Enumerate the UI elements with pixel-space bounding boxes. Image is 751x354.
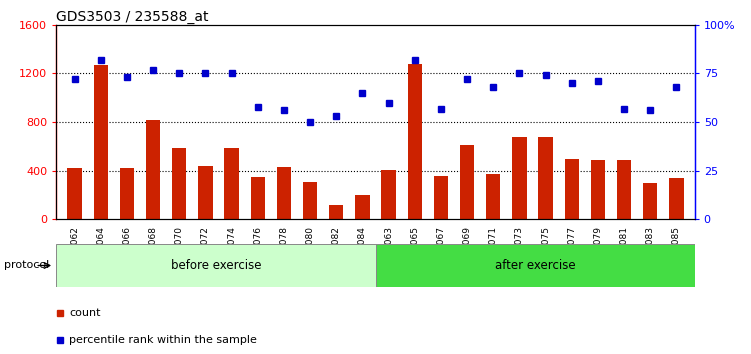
Bar xyxy=(408,64,422,219)
Bar xyxy=(251,177,265,219)
Text: protocol: protocol xyxy=(4,261,49,270)
Bar xyxy=(146,120,160,219)
Text: count: count xyxy=(69,308,101,318)
Bar xyxy=(460,145,475,219)
Bar xyxy=(276,167,291,219)
Bar xyxy=(355,195,369,219)
Bar xyxy=(376,244,695,287)
Bar xyxy=(94,65,108,219)
Bar xyxy=(617,160,632,219)
Bar xyxy=(512,137,526,219)
Text: before exercise: before exercise xyxy=(170,259,261,272)
Bar xyxy=(565,159,579,219)
Bar xyxy=(172,148,186,219)
Bar xyxy=(119,169,134,219)
Text: after exercise: after exercise xyxy=(495,259,575,272)
Bar xyxy=(303,182,317,219)
Bar xyxy=(434,176,448,219)
Bar xyxy=(643,183,657,219)
Bar xyxy=(382,170,396,219)
Bar xyxy=(56,244,376,287)
Bar xyxy=(591,160,605,219)
Bar xyxy=(198,166,213,219)
Bar xyxy=(329,205,343,219)
Bar xyxy=(225,148,239,219)
Bar xyxy=(68,169,82,219)
Text: percentile rank within the sample: percentile rank within the sample xyxy=(69,335,257,345)
Bar xyxy=(538,137,553,219)
Text: GDS3503 / 235588_at: GDS3503 / 235588_at xyxy=(56,10,209,24)
Bar xyxy=(669,178,683,219)
Bar xyxy=(486,175,500,219)
